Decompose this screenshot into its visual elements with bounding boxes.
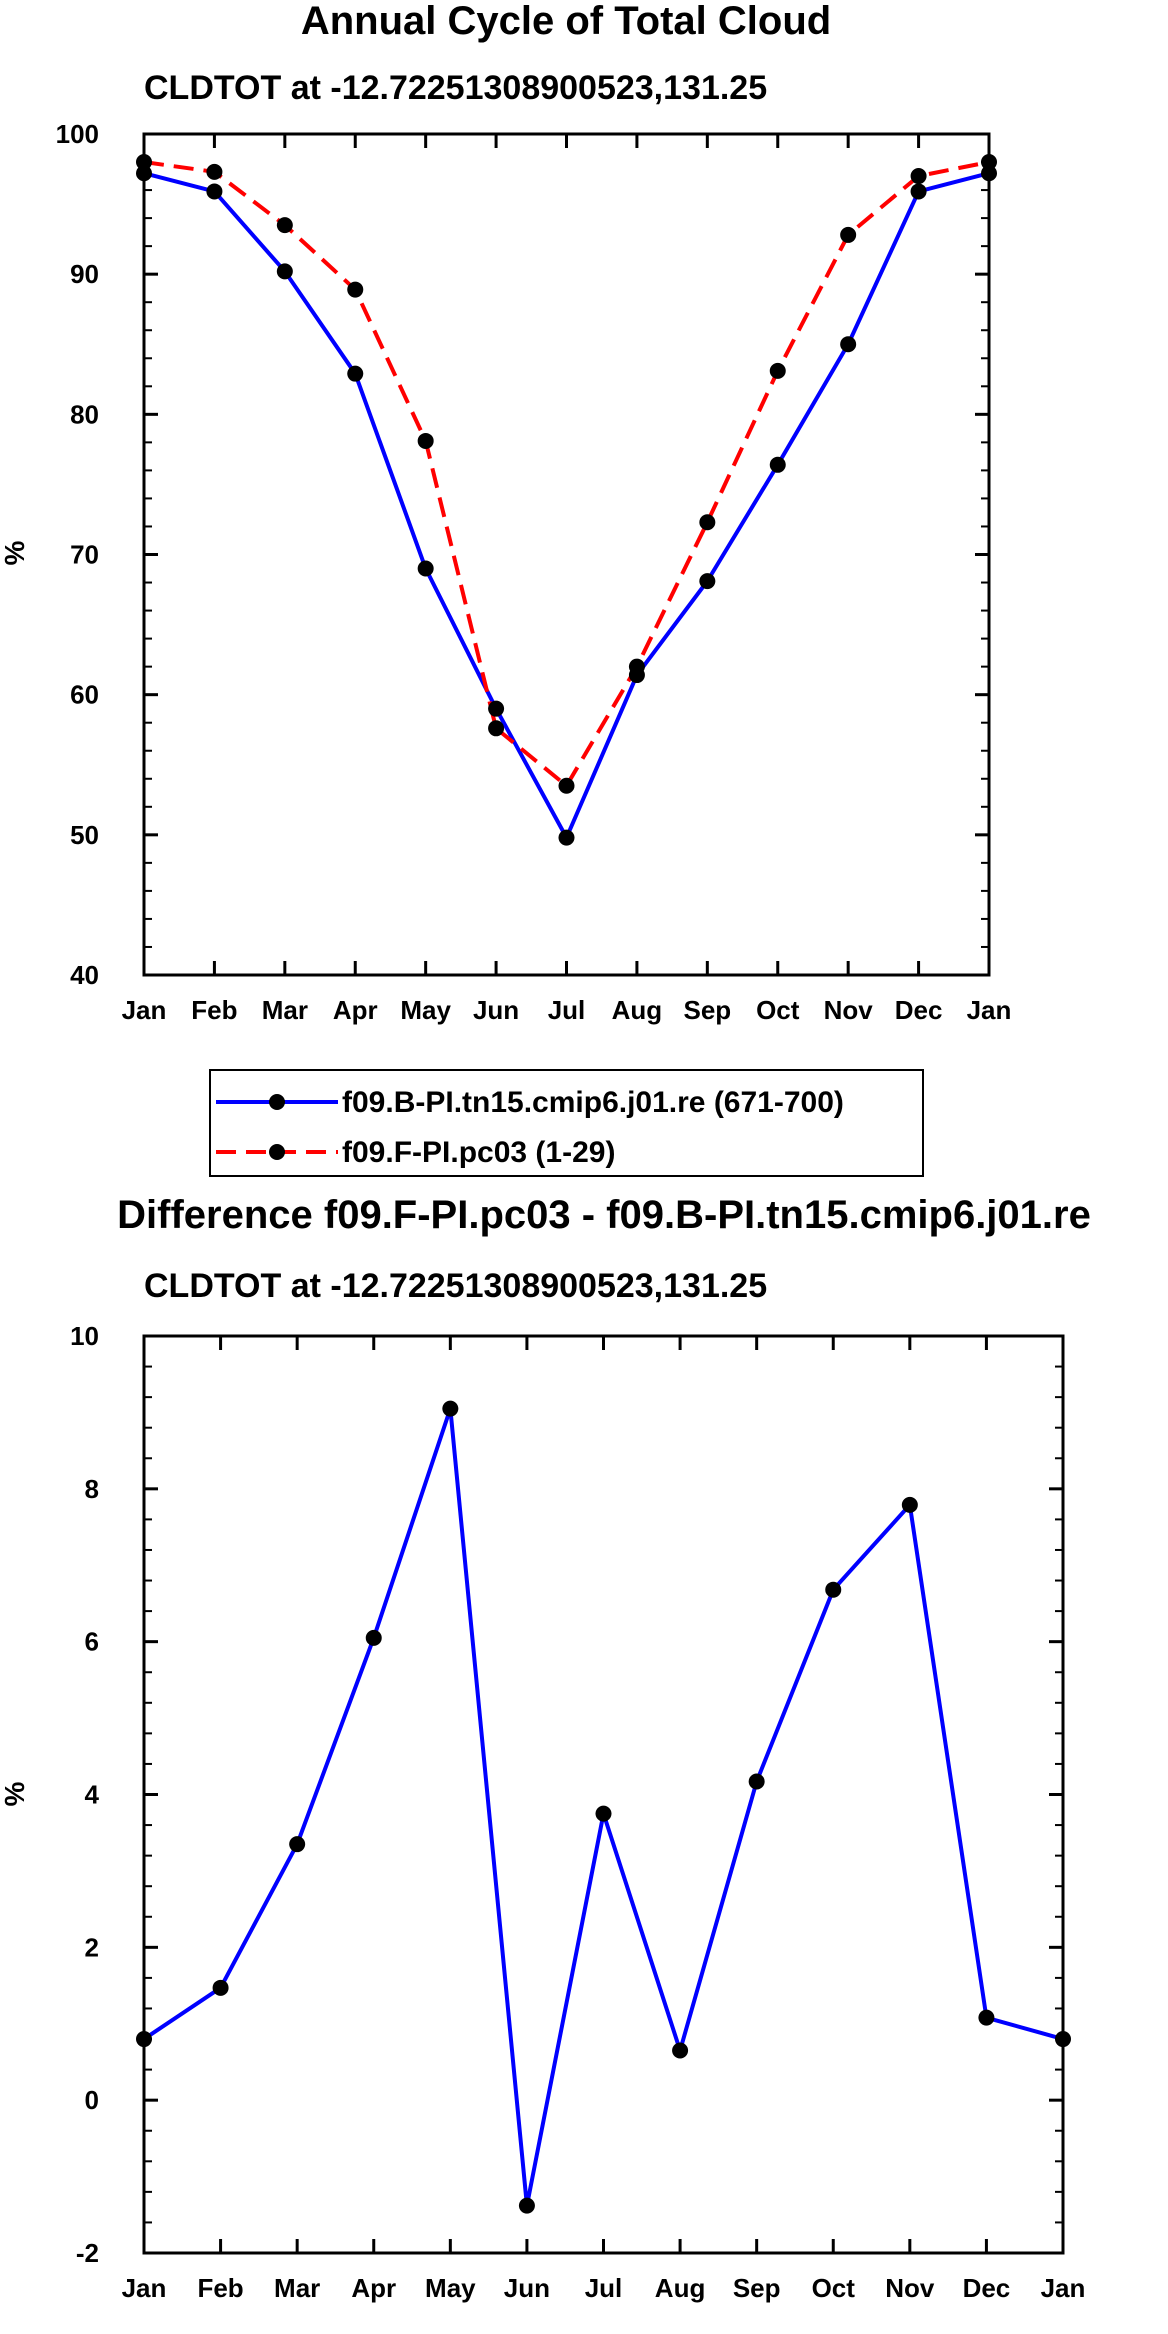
top-series-0-point: [981, 165, 997, 182]
top-series-1-point: [558, 777, 575, 794]
bottom-plot-frame: [142, 1334, 1065, 2255]
top-plot-frame: [142, 132, 991, 977]
top-chart-title: Annual Cycle of Total Cloud: [301, 0, 831, 43]
x-tick-label: Aug: [655, 2273, 706, 2303]
bottom-series-0-point: [289, 1836, 306, 1853]
x-tick-label: Jun: [473, 995, 519, 1025]
top-series-0-point: [558, 829, 575, 846]
x-tick-label: Feb: [191, 995, 237, 1025]
y-tick-label: 90: [70, 259, 99, 289]
bottom-series: [136, 1400, 1071, 2214]
y-tick-label: 80: [70, 399, 99, 429]
legend-marker-control: [269, 1094, 285, 1110]
x-tick-label: Aug: [612, 995, 663, 1025]
top-series-0-point: [206, 183, 223, 200]
bottom-series-0-point: [978, 2009, 995, 2026]
top-series-1-point: [488, 720, 505, 737]
top-series-0-point: [910, 183, 927, 200]
legend-box: [209, 1069, 924, 1177]
legend-label-test: f09.F-PI.pc03 (1-29): [342, 1136, 615, 1169]
top-series-line-0: [143, 171, 990, 840]
bottom-ticks: Jan Feb Mar Apr May Jun Jul Aug Sep Oct Nov Dec Jan-…: [70, 1321, 1085, 2303]
top-series-1-point: [136, 154, 152, 171]
top-series-0-point: [417, 560, 434, 577]
x-tick-label: Sep: [733, 2273, 781, 2303]
bottom-series-0-point: [901, 1496, 918, 1513]
x-tick-label: Jan: [122, 2273, 167, 2303]
top-series-1-point: [417, 432, 434, 449]
x-tick-label: Apr: [333, 995, 378, 1025]
x-tick-label: Jun: [504, 2273, 550, 2303]
x-tick-label: Nov: [824, 995, 874, 1025]
top-ticks: Jan Feb Mar Apr May Jun Jul Aug Sep Oct Nov Dec Jan 4…: [56, 119, 1012, 1025]
bottom-series-0-point: [365, 1629, 382, 1646]
top-series-1-point: [981, 154, 997, 171]
x-tick-label: Dec: [963, 2273, 1011, 2303]
y-tick-label: 10: [70, 1321, 99, 1351]
y-tick-label: 4: [85, 1780, 100, 1810]
y-tick-label: 100: [56, 119, 99, 149]
x-tick-label: Mar: [262, 995, 308, 1025]
y-tick-label: 6: [85, 1627, 99, 1657]
bottom-chart-ylabel: %: [0, 1781, 30, 1806]
top-chart-subtitle: CLDTOT at -12.72251308900523,131.25: [144, 69, 767, 107]
top-series-1-point: [910, 168, 927, 185]
x-tick-label: Nov: [885, 2273, 935, 2303]
y-tick-label: 2: [85, 1932, 99, 1962]
top-series-1-point: [206, 163, 223, 180]
x-tick-label: Feb: [197, 2273, 243, 2303]
bottom-series-0-point: [672, 2042, 689, 2059]
top-series-1-point: [347, 281, 364, 298]
top-series-0-point: [769, 456, 786, 473]
x-tick-label: Jan: [122, 995, 167, 1025]
x-tick-label: Dec: [895, 995, 943, 1025]
x-tick-label: May: [400, 995, 451, 1025]
y-tick-label: 60: [70, 680, 99, 710]
top-series: [136, 154, 997, 846]
x-tick-label: Oct: [756, 995, 800, 1025]
x-tick-label: Oct: [812, 2273, 856, 2303]
bottom-series-0-point: [748, 1773, 765, 1790]
y-tick-label: 8: [85, 1474, 99, 1504]
top-series-0-point: [840, 336, 857, 353]
top-chart-ylabel: %: [0, 540, 30, 565]
bottom-series-0-point: [136, 2031, 152, 2048]
x-tick-label: Mar: [274, 2273, 320, 2303]
top-series-0-point: [136, 165, 152, 182]
x-tick-label: Jul: [585, 2273, 623, 2303]
legend-label-control: f09.B-PI.tn15.cmip6.j01.re (671-700): [342, 1086, 844, 1119]
y-tick-label: 40: [70, 960, 99, 990]
legend-marker-test: [269, 1144, 285, 1160]
bottom-series-0-point: [442, 1400, 459, 1417]
x-tick-label: Sep: [683, 995, 731, 1025]
y-tick-label: 0: [85, 2085, 99, 2115]
bottom-chart-title: Difference f09.F-PI.pc03 - f09.B-PI.tn15…: [117, 1193, 1091, 1237]
top-series-1-point: [276, 217, 293, 234]
legend: f09.B-PI.tn15.cmip6.j01.re (671-700) f09…: [209, 1069, 924, 1177]
bottom-series-0-point: [518, 2197, 535, 2214]
top-series-0-point: [488, 700, 505, 717]
bottom-series-0-point: [825, 1581, 842, 1598]
x-tick-label: Jan: [1041, 2273, 1086, 2303]
top-series-0-point: [347, 365, 364, 382]
top-series-1-point: [628, 658, 645, 675]
bottom-series-0-point: [595, 1805, 612, 1822]
y-tick-label: -2: [76, 2238, 99, 2268]
x-tick-label: May: [425, 2273, 476, 2303]
x-tick-label: Jan: [967, 995, 1012, 1025]
top-series-1-point: [769, 362, 786, 379]
bottom-chart-subtitle: CLDTOT at -12.72251308900523,131.25: [144, 1267, 767, 1305]
x-tick-label: Jul: [548, 995, 586, 1025]
y-tick-label: 50: [70, 820, 99, 850]
top-series-1-point: [840, 226, 857, 243]
x-tick-label: Apr: [351, 2273, 396, 2303]
y-tick-label: 70: [70, 540, 99, 570]
bottom-series-0-point: [212, 1979, 229, 1996]
top-series-1-point: [699, 514, 716, 531]
bottom-series-0-point: [1055, 2031, 1071, 2048]
top-series-0-point: [699, 573, 716, 590]
top-series-0-point: [276, 263, 293, 280]
